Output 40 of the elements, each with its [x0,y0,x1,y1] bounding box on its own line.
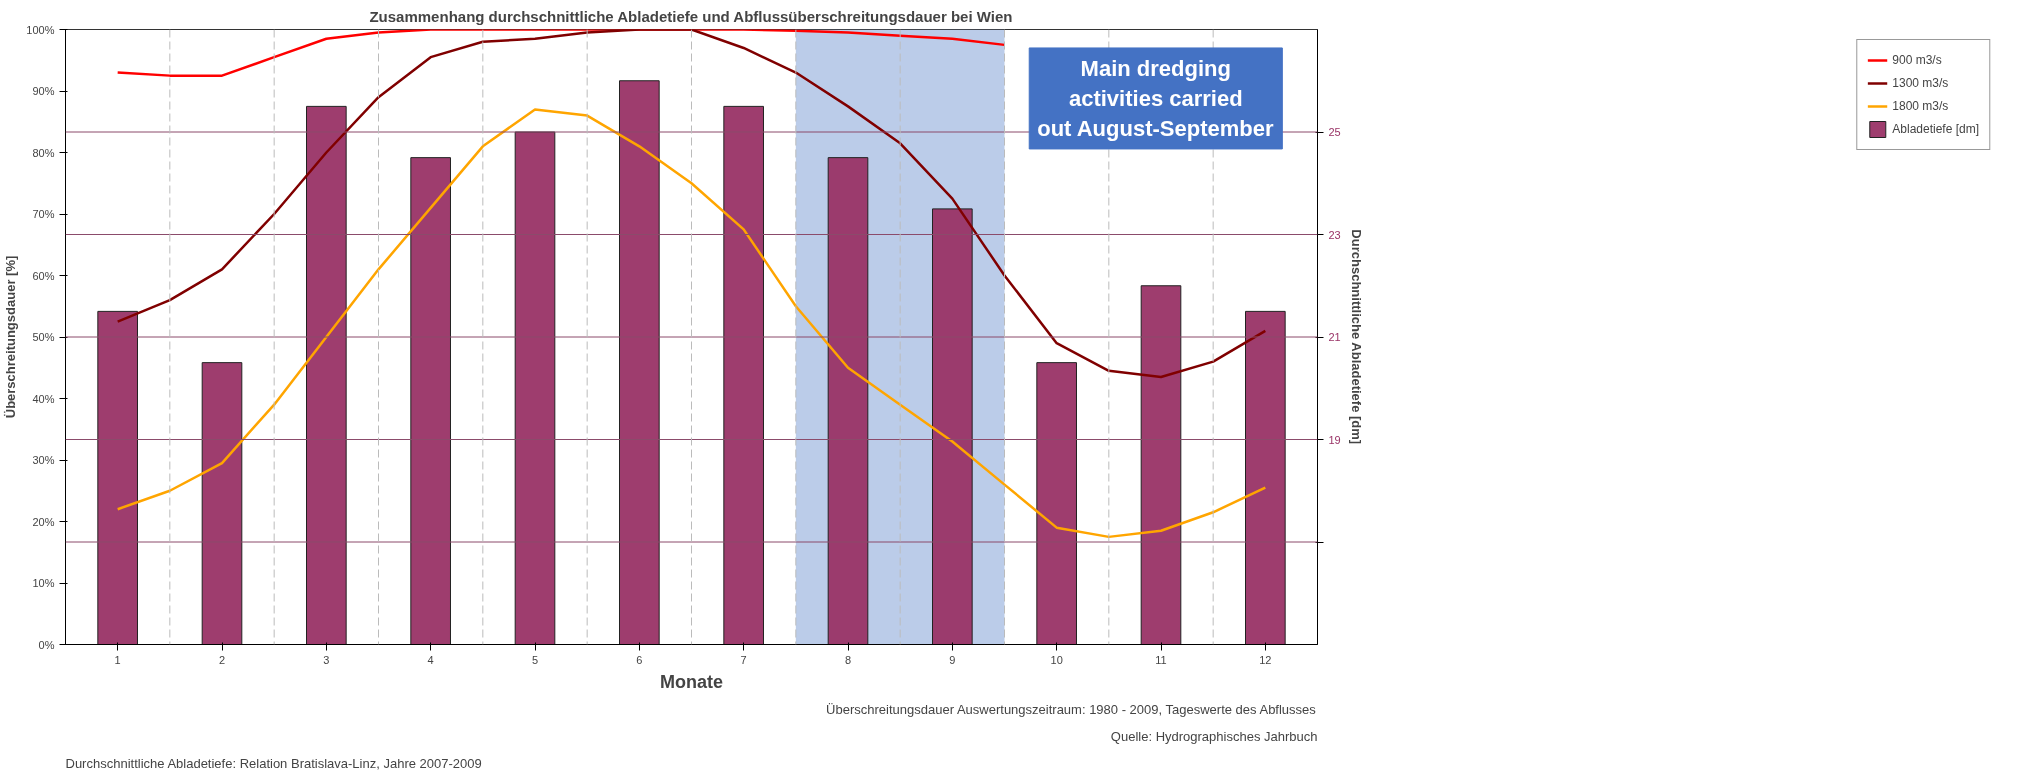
legend-label: 1300 m3/s [1892,76,1949,90]
y-tick-label: 0% [38,638,55,651]
x-tick-label: 2 [218,653,226,666]
y-tick-label: 30% [32,454,55,466]
y-tick-label: 90% [32,85,55,97]
y-tick-label: 10% [32,577,55,589]
x-tick-label: 5 [531,653,539,666]
x-tick-label: 7 [740,653,747,666]
band-label: Main dredging activities carried out August-September [1037,55,1274,141]
y-tick-label: 40% [32,392,55,405]
y-tick-label: 20% [32,515,55,528]
x-tick-label: 12 [1259,653,1272,666]
y2-tick-label: 19 [1328,433,1341,446]
x-axis-title: Monate [660,671,723,692]
x-tick-label: 9 [949,653,956,666]
legend-label: Abladetiefe [dm] [1892,122,1979,136]
x-tick-label: 10 [1050,653,1063,666]
chart-title: Zusammenhang durchschnittliche Abladetiefe und Abflussüberschreitungsdauer bei Wien [369,7,1013,25]
x-tick-label: 4 [427,653,434,666]
x-tick-label: 3 [323,653,330,666]
y2-axis-title: Durchschnittliche Abladetiefe [dm] [1348,229,1364,445]
y-tick-label: 50% [32,331,55,343]
y2-tick-label: 21 [1328,331,1341,343]
line-series [116,29,1006,77]
text: Überschreitungsdauer Auswertungszeitraum: 1980 - 2009, Tageswerte des Abflusses [826,701,1317,717]
y2-tick-label: 25 [1328,126,1341,138]
y-tick-label: 80% [32,146,55,159]
legend-label: 1800 m3/s [1892,99,1949,113]
y-tick-label: 70% [32,208,55,220]
y-tick-label: 100% [26,23,55,36]
y-tick-label: 60% [32,269,55,282]
text: Durchschnittliche Abladetiefe: Relation Bratislava-Linz, Jahre 2007-2009 [65,755,482,771]
x-tick-label: 1 [114,653,121,666]
x-tick-label: 11 [1155,653,1167,666]
legend-label: 900 m3/s [1892,53,1942,67]
y-axis-title: Überschreitungsdauer [%] [3,255,19,419]
y2-tick-label: 23 [1328,228,1341,241]
x-tick-label: 8 [844,653,852,666]
source-note: Quelle: Hydrographisches Jahrbuch [1110,728,1318,744]
x-tick-label: 6 [636,653,643,666]
